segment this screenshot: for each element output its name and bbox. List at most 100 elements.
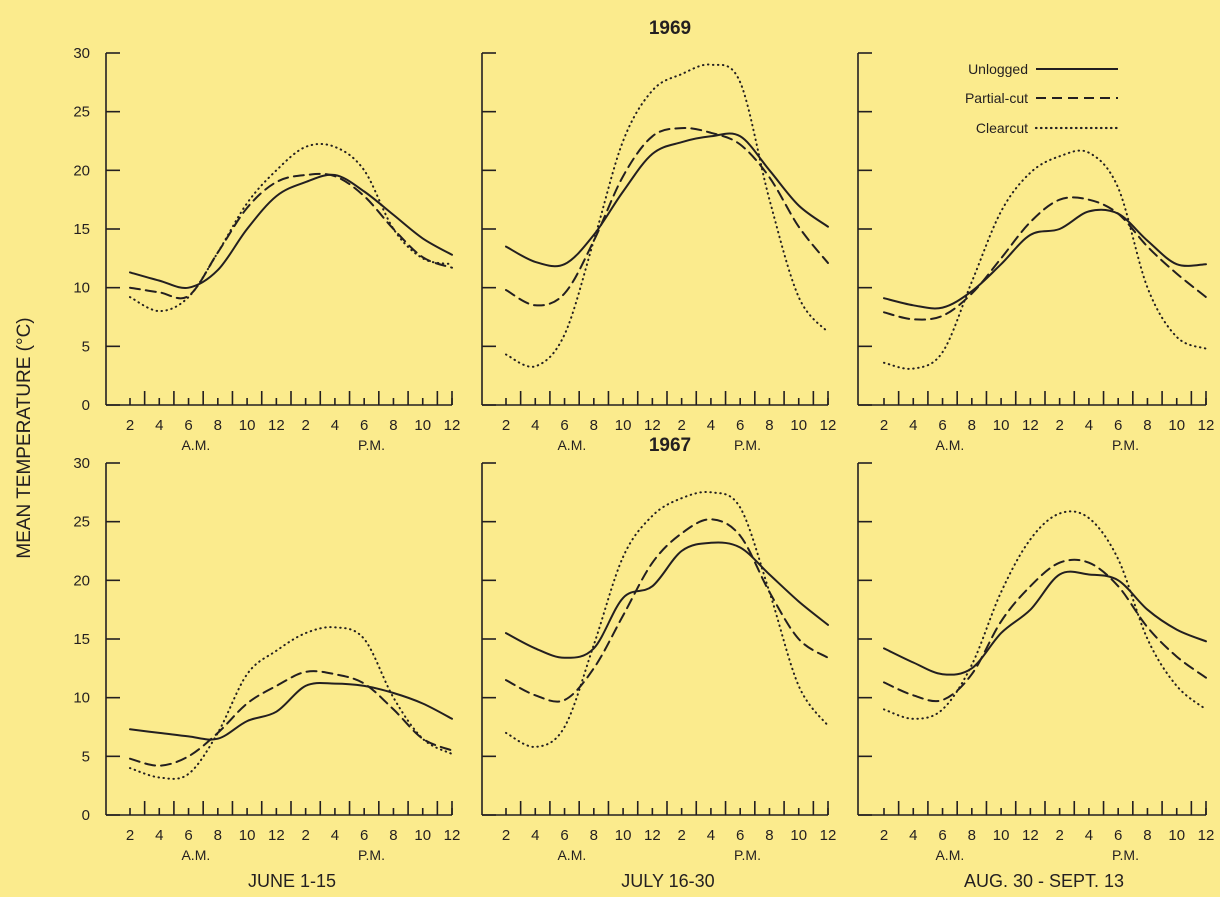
y-tick-label: 10 <box>73 690 90 707</box>
x-tick-label: 10 <box>790 417 807 434</box>
legend-label-unlogged: Unlogged <box>968 61 1028 77</box>
x-tick-label: 10 <box>790 827 807 844</box>
panel-1967-july-16-30: 2 4 6 8 10 12 2 4 6 8 10 12 A.M. P.M. <box>481 462 837 863</box>
y-tick-label: 10 <box>73 280 90 297</box>
series-line-unlogged <box>129 681 453 741</box>
x-tick-label: 8 <box>590 417 598 434</box>
x-tick-label: 8 <box>389 827 397 844</box>
x-tick-label: 4 <box>707 827 715 844</box>
year-label-1967: 1967 <box>649 435 691 456</box>
x-tick-label: 2 <box>126 827 134 844</box>
x-tick-label: 6 <box>560 827 568 844</box>
x-tick-label: 8 <box>214 827 222 844</box>
y-tick-label: 15 <box>73 221 90 238</box>
x-tick-label: 6 <box>938 827 946 844</box>
am-label: A.M. <box>557 847 586 863</box>
x-tick-label: 10 <box>993 827 1010 844</box>
series-line-unlogged <box>883 570 1207 676</box>
series-line-clearcut <box>883 149 1207 370</box>
am-label: A.M. <box>181 847 210 863</box>
x-tick-label: 12 <box>1022 827 1039 844</box>
series-line-unlogged <box>505 132 829 268</box>
panel-1969-aug-30-sept-13: 2 4 6 8 10 12 2 4 6 8 10 12 A.M. P.M. <box>857 52 1215 453</box>
x-tick-label: 6 <box>360 417 368 434</box>
x-tick-label: 12 <box>444 827 461 844</box>
x-tick-label: 2 <box>502 827 510 844</box>
series-line-partial-cut <box>505 518 829 703</box>
x-tick-label: 12 <box>268 417 285 434</box>
y-axis-label: MEAN TEMPERATURE (°C) <box>14 317 35 558</box>
x-tick-label: 4 <box>531 417 539 434</box>
series-line-partial-cut <box>883 558 1207 703</box>
series-line-unlogged <box>883 208 1207 310</box>
panel-1969-june-1-15: 0 5 10 15 20 25 30 2 4 6 8 10 12 2 4 6 8 10 12 A.M. P.M. <box>73 45 460 453</box>
y-tick-label: 5 <box>82 748 90 765</box>
am-label: A.M. <box>181 437 210 453</box>
x-tick-label: 4 <box>909 417 917 434</box>
pm-label: P.M. <box>358 847 385 863</box>
series-line-clearcut <box>505 63 829 368</box>
x-tick-label: 6 <box>184 827 192 844</box>
period-label-july: JULY 16-30 <box>621 871 714 891</box>
y-tick-label: 20 <box>73 162 90 179</box>
y-tick-label: 30 <box>73 45 90 62</box>
series-line-partial-cut <box>129 670 453 767</box>
y-tick-label: 5 <box>82 338 90 355</box>
x-tick-label: 8 <box>590 827 598 844</box>
y-tick-label: 15 <box>73 631 90 648</box>
pm-label: P.M. <box>734 847 761 863</box>
x-tick-label: 10 <box>239 827 256 844</box>
year-label-1969: 1969 <box>649 18 691 39</box>
series-line-clearcut <box>129 626 453 780</box>
x-tick-label: 4 <box>155 417 163 434</box>
x-tick-label: 12 <box>1198 827 1215 844</box>
x-tick-label: 8 <box>1143 417 1151 434</box>
x-tick-label: 2 <box>301 417 309 434</box>
x-tick-label: 2 <box>1055 417 1063 434</box>
x-tick-label: 12 <box>1198 417 1215 434</box>
panel-1969-july-16-30: 2 4 6 8 10 12 2 4 6 8 10 12 A.M. P.M. <box>481 52 836 453</box>
x-tick-label: 8 <box>214 417 222 434</box>
x-tick-label: 4 <box>1085 827 1093 844</box>
x-tick-label: 2 <box>502 417 510 434</box>
x-tick-label: 4 <box>909 827 917 844</box>
x-tick-label: 12 <box>444 417 461 434</box>
x-tick-label: 10 <box>615 417 632 434</box>
x-tick-label: 6 <box>360 827 368 844</box>
am-label: A.M. <box>557 437 586 453</box>
x-tick-label: 8 <box>765 827 773 844</box>
series-line-partial-cut <box>129 172 453 300</box>
legend-label-partial-cut: Partial-cut <box>965 90 1028 106</box>
x-tick-label: 8 <box>765 417 773 434</box>
x-tick-label: 6 <box>1114 417 1122 434</box>
x-tick-label: 8 <box>389 417 397 434</box>
series-line-clearcut <box>505 490 829 748</box>
y-tick-label: 30 <box>73 455 90 472</box>
x-tick-label: 6 <box>1114 827 1122 844</box>
am-label: A.M. <box>935 847 964 863</box>
y-tick-label: 20 <box>73 572 90 589</box>
x-tick-label: 2 <box>126 417 134 434</box>
y-tick-label: 0 <box>82 397 90 414</box>
x-tick-label: 10 <box>615 827 632 844</box>
legend-label-clearcut: Clearcut <box>976 120 1028 136</box>
period-label-june: JUNE 1-15 <box>248 871 336 891</box>
am-label: A.M. <box>935 437 964 453</box>
x-tick-label: 2 <box>301 827 309 844</box>
pm-label: P.M. <box>1112 847 1139 863</box>
x-tick-label: 6 <box>560 417 568 434</box>
x-tick-label: 12 <box>268 827 285 844</box>
x-tick-label: 10 <box>239 417 256 434</box>
x-tick-label: 2 <box>677 827 685 844</box>
x-tick-label: 4 <box>707 417 715 434</box>
x-tick-label: 10 <box>993 417 1010 434</box>
x-tick-label: 8 <box>968 417 976 434</box>
x-tick-label: 4 <box>331 827 339 844</box>
x-tick-label: 2 <box>1055 827 1063 844</box>
x-tick-label: 4 <box>531 827 539 844</box>
x-tick-label: 12 <box>820 827 837 844</box>
x-tick-label: 8 <box>968 827 976 844</box>
x-tick-label: 12 <box>644 827 661 844</box>
x-tick-label: 10 <box>414 827 431 844</box>
